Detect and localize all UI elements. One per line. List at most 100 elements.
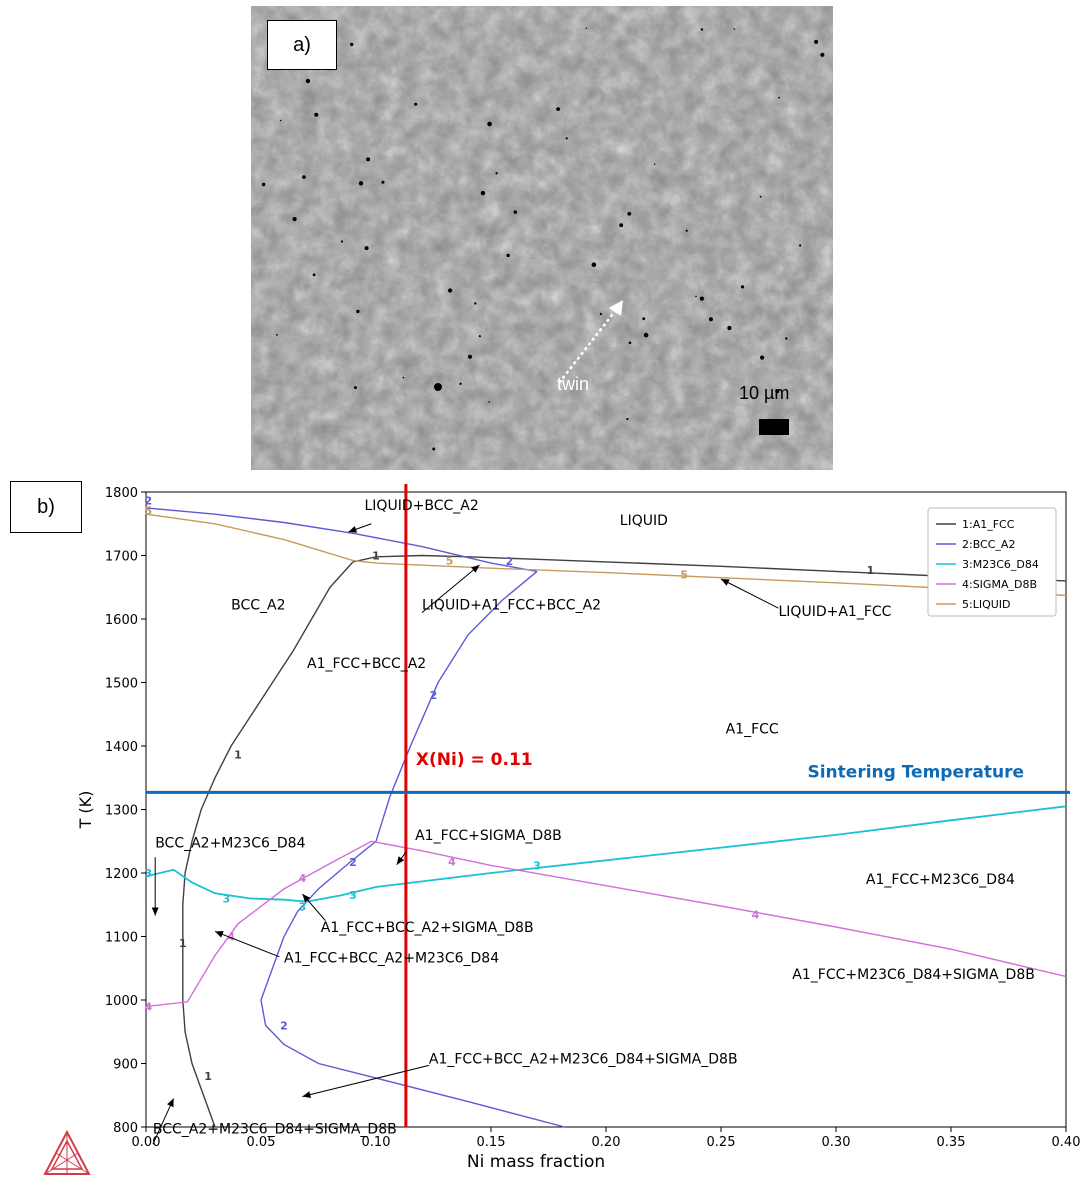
pore xyxy=(708,317,713,322)
pore xyxy=(628,341,632,345)
pore xyxy=(356,309,360,314)
x-tick-label: 0.00 xyxy=(132,1135,161,1150)
pore xyxy=(506,253,510,258)
phase-annotation: A1_FCC+BCC_A2+M23C6_D84 xyxy=(284,951,499,967)
region-label: A1_FCC+M23C6_D84+SIGMA_D8B xyxy=(792,967,1035,983)
curve-label: 4 xyxy=(144,1000,152,1013)
pore xyxy=(760,355,765,360)
pore xyxy=(599,312,602,316)
pore xyxy=(354,386,357,390)
pore xyxy=(591,262,597,268)
annotation-arrow xyxy=(152,1098,175,1145)
curve-label: 1 xyxy=(234,748,242,761)
annotation-arrowhead xyxy=(167,1098,174,1108)
y-tick-label: 1600 xyxy=(105,613,138,628)
region-label: BCC_A2 xyxy=(231,597,285,613)
pore xyxy=(654,163,656,165)
curve-label: 1 xyxy=(179,937,187,950)
pore xyxy=(312,273,316,277)
pore xyxy=(468,354,472,359)
curve-label: 2 xyxy=(506,555,514,568)
x-tick-label: 0.30 xyxy=(822,1135,851,1150)
curve-label: 3 xyxy=(223,892,231,905)
y-tick-label: 1700 xyxy=(105,550,138,565)
pore xyxy=(585,27,588,29)
y-tick-label: 1200 xyxy=(105,867,138,882)
pore xyxy=(733,28,736,30)
annotation-arrowhead xyxy=(396,856,405,865)
region-label: A1_FCC xyxy=(726,721,779,737)
annotation-arrowhead xyxy=(215,931,224,938)
pore xyxy=(364,246,369,251)
y-tick-label: 1400 xyxy=(105,740,138,755)
curve-label: 4 xyxy=(752,908,760,921)
phase-annotation: BCC_A2+M23C6_D84+SIGMA_D8B xyxy=(153,1121,397,1137)
curve-label: 3 xyxy=(299,901,307,914)
y-tick-label: 1100 xyxy=(105,931,138,946)
x-tick-label: 0.10 xyxy=(362,1135,391,1150)
pore xyxy=(314,112,319,117)
y-axis-label: T (K) xyxy=(76,791,95,830)
pore xyxy=(799,244,802,247)
x-tick-label: 0.15 xyxy=(477,1135,506,1150)
pore xyxy=(565,137,568,140)
region-label: LIQUID xyxy=(620,513,668,529)
phase-diagram: 0.00 0.05 0.10 0.15 0.20 0.25 0.30 0.35 0.40 800 9… xyxy=(43,484,1080,1175)
pore xyxy=(626,417,629,421)
curve-label: 3 xyxy=(533,859,541,872)
pore xyxy=(292,217,297,222)
xni-marker-label: X(Ni) = 0.11 xyxy=(416,750,533,770)
phase-boundary-a1_fcc xyxy=(352,554,1067,582)
curve-label: 2 xyxy=(349,856,357,869)
pore xyxy=(814,39,819,44)
phase-annotation: A1_FCC+BCC_A2+SIGMA_D8B xyxy=(321,920,534,936)
curve-label: 3 xyxy=(144,867,152,880)
phase-annotation: BCC_A2+M23C6_D84 xyxy=(155,836,305,852)
pore xyxy=(643,332,649,338)
phase-boundary-m23c6_d84 xyxy=(145,805,1067,903)
phase-annotation: LIQUID+A1_FCC xyxy=(779,604,892,620)
pore xyxy=(381,180,385,184)
twin-annotation: twin xyxy=(557,374,590,394)
curve-label: 1 xyxy=(372,550,380,563)
phase-boundary-sigma_d8b xyxy=(145,840,1067,1008)
pore xyxy=(775,389,780,394)
pore xyxy=(820,52,825,57)
pore xyxy=(619,223,624,228)
pore xyxy=(366,157,371,162)
curve-label: 4 xyxy=(448,856,456,869)
curve-label: 1 xyxy=(204,1070,212,1083)
pore xyxy=(414,102,418,106)
pore xyxy=(480,190,486,196)
y-tick-label: 1300 xyxy=(105,804,138,819)
y-tick-label: 1000 xyxy=(105,994,138,1009)
x-tick-label: 0.05 xyxy=(247,1135,276,1150)
curve-label: 3 xyxy=(349,889,357,902)
pore xyxy=(740,285,745,289)
pore xyxy=(276,334,278,336)
annotation-arrowhead xyxy=(302,1091,311,1098)
sintering-label: Sintering Temperature xyxy=(807,762,1024,782)
phase-annotation: LIQUID+A1_FCC+BCC_A2 xyxy=(422,597,601,613)
legend-entry: 1:A1_FCC xyxy=(962,518,1015,531)
x-tick-label: 0.20 xyxy=(592,1135,621,1150)
curve-label: 5 xyxy=(680,569,688,582)
pore xyxy=(778,96,780,99)
x-tick-label: 0.25 xyxy=(707,1135,736,1150)
x-tick-label: 0.35 xyxy=(937,1135,966,1150)
pore xyxy=(495,172,498,175)
legend-box xyxy=(927,507,1057,617)
pore xyxy=(340,240,344,243)
pore xyxy=(727,325,732,331)
pore xyxy=(302,175,306,179)
legend-entry: 5:LIQUID xyxy=(962,598,1011,611)
pore xyxy=(261,182,266,187)
panel-a-label: a) xyxy=(267,20,337,70)
pore xyxy=(642,317,646,321)
phase-boundary-bcc_a2 xyxy=(260,840,565,1128)
curve-label: 4 xyxy=(227,931,235,944)
y-tick-label: 1800 xyxy=(105,486,138,501)
phase-annotation: A1_FCC+BCC_A2+M23C6_D84+SIGMA_D8B xyxy=(429,1052,738,1068)
pore xyxy=(402,376,405,379)
pore xyxy=(478,335,481,338)
